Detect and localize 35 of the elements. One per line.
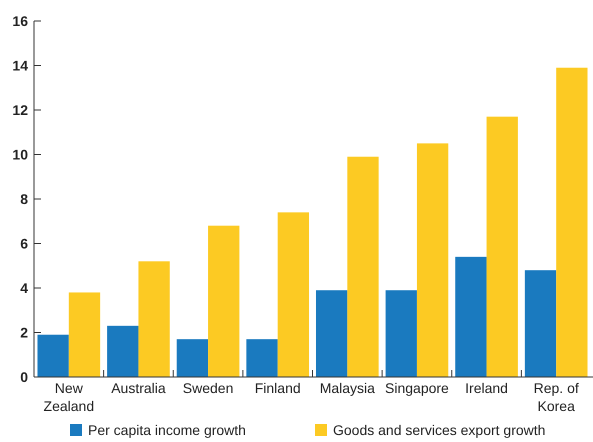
x-tick-label: New Zealand [44, 380, 94, 414]
x-tick-label: Singapore [385, 380, 450, 396]
legend-label: Per capita income growth [88, 422, 246, 438]
bar [246, 339, 278, 377]
legend-label: Goods and services export growth [333, 422, 546, 438]
y-tick-label: 2 [20, 324, 28, 340]
y-tick-label: 8 [20, 190, 28, 207]
x-tick-label: Australia [111, 380, 166, 396]
x-tick-label: Ireland [465, 380, 508, 396]
bar [486, 116, 518, 377]
bar [524, 270, 556, 377]
x-tick-label: Malaysia [320, 380, 376, 396]
bar [68, 292, 100, 377]
bar [455, 256, 487, 377]
bar [107, 326, 138, 377]
bar [37, 334, 69, 377]
y-tick-label: 0 [20, 368, 28, 385]
y-tick-label: 10 [12, 146, 28, 162]
y-tick-label: 4 [20, 280, 28, 296]
bar [138, 261, 170, 377]
y-tick-label: 12 [12, 102, 28, 118]
y-tick-label: 14 [12, 57, 28, 74]
y-tick-label: 16 [12, 12, 28, 29]
bar [386, 290, 417, 377]
bar [316, 290, 348, 377]
bar [208, 226, 240, 377]
bar [556, 68, 588, 377]
x-tick-label: Sweden [182, 380, 234, 396]
x-tick-label: Finland [254, 380, 301, 396]
bar [176, 339, 208, 377]
x-tick-label: Rep. of Korea [534, 380, 579, 414]
bar [416, 143, 448, 377]
bar [278, 212, 310, 377]
bar [347, 156, 379, 377]
y-tick-label: 6 [20, 235, 28, 252]
